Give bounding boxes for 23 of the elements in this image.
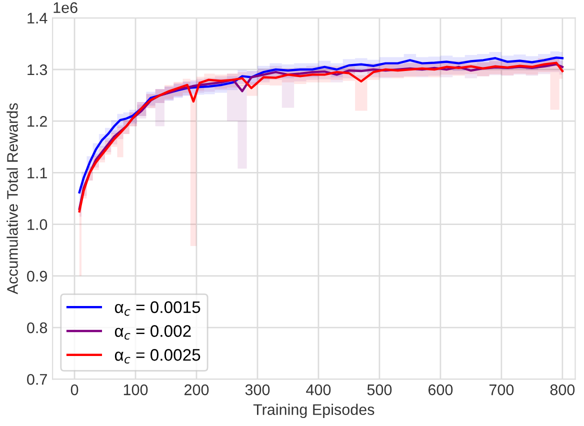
y-tick-label: 1.2 xyxy=(28,116,47,127)
x-axis-title: Training Episodes xyxy=(253,404,374,418)
x-tick-label: 800 xyxy=(550,384,575,396)
y-axis-title: Accumulative Total Rewards xyxy=(6,103,18,294)
x-tick-label: 400 xyxy=(306,384,331,396)
y-tick-label: 1.0 xyxy=(28,219,48,230)
y-tick-label: 1.4 xyxy=(28,12,48,24)
x-tick-label: 200 xyxy=(184,384,209,396)
x-tick-label: 300 xyxy=(245,384,270,396)
y-tick-label: 0.8 xyxy=(27,322,48,334)
y-tick-label: 0.7 xyxy=(27,374,47,385)
x-tick-label: 700 xyxy=(489,384,514,396)
y-tick-label: 1.3 xyxy=(28,64,48,76)
x-tick-label: 600 xyxy=(428,384,453,396)
x-tick-label: 0 xyxy=(70,384,78,396)
text: 1e6 xyxy=(54,2,78,14)
y-tick-label: 0.9 xyxy=(27,270,47,282)
legend-label: α$_{c}$ = 0.0025 xyxy=(114,349,200,364)
x-tick-label: 100 xyxy=(124,384,148,396)
x-tick-label: 500 xyxy=(367,384,392,396)
legend-label: α$_{c}$ = 0.0015 xyxy=(114,301,200,316)
legend-label: α$_{c}$ = 0.002 xyxy=(114,325,191,340)
y-tick-label: 1.1 xyxy=(28,168,47,178)
